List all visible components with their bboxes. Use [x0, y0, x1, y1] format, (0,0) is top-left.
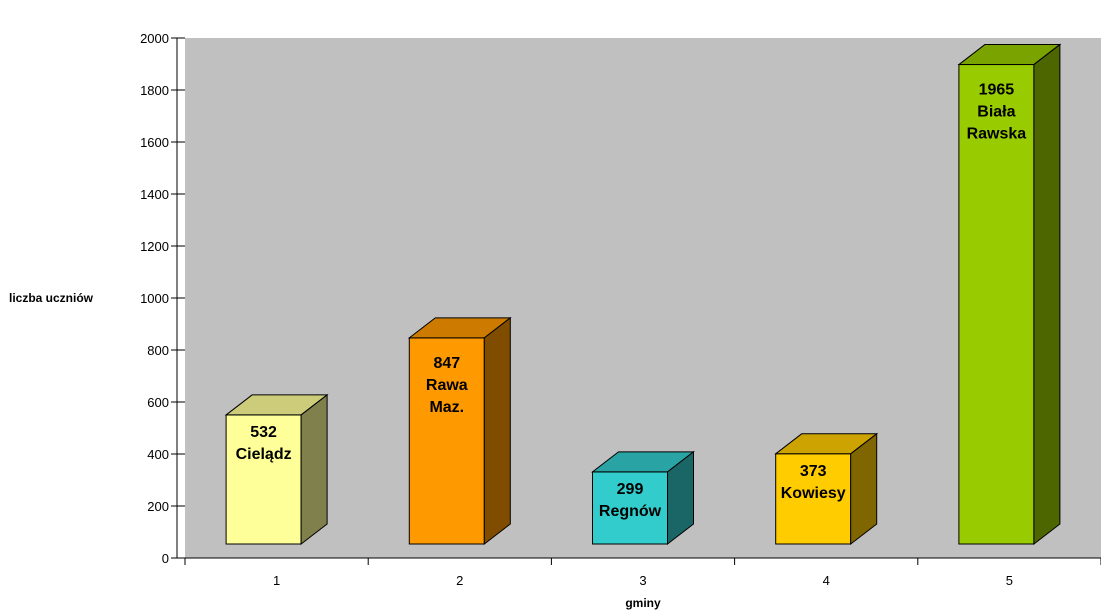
y-tick-label: 800: [147, 343, 169, 358]
y-tick-label: 1000: [140, 291, 169, 306]
bar-1: 532 Cielądz: [224, 393, 329, 546]
y-tick-label: 400: [147, 447, 169, 462]
bar-3: 299 Regnów: [591, 450, 695, 546]
bar-front: [408, 337, 485, 545]
bar-data-label: 299: [617, 481, 644, 498]
bar-2: 847 Rawa Maz.: [407, 316, 512, 546]
bar-data-label: Regnów: [599, 503, 662, 520]
bar-4: 373 Kowiesy: [774, 432, 879, 546]
y-tick-label: 600: [147, 395, 169, 410]
bar-front: [775, 453, 852, 545]
bar-side: [850, 432, 878, 546]
bar-data-label: Cielądz: [236, 446, 292, 463]
y-tick-label: 0: [162, 551, 169, 566]
bar-data-label: Rawa: [426, 377, 468, 394]
bar-side: [483, 316, 511, 546]
bar-5: 1965 Biała Rawska: [957, 43, 1062, 546]
x-axis-title: gminy: [625, 596, 661, 610]
bar-data-label: Maz.: [429, 399, 464, 416]
x-tick-label: 5: [1006, 573, 1013, 588]
y-tick-label: 2000: [140, 31, 169, 46]
x-tick-label: 1: [273, 573, 280, 588]
y-tick-label: 1600: [140, 135, 169, 150]
bar-data-label: 373: [800, 463, 827, 480]
bar-data-label: Kowiesy: [781, 485, 846, 502]
y-tick-label: 1800: [140, 83, 169, 98]
bar-front: [958, 64, 1035, 545]
y-tick-label: 1400: [140, 187, 169, 202]
y-tick-label: 200: [147, 499, 169, 514]
y-tick-label: 1200: [140, 239, 169, 254]
bar-data-label: 847: [433, 355, 460, 372]
x-tick-label: 4: [823, 573, 830, 588]
bar-data-label: 1965: [979, 82, 1015, 99]
bar-side: [1033, 43, 1061, 546]
bar-side: [300, 393, 328, 546]
bar-data-label: 532: [250, 424, 277, 441]
bar-side: [667, 450, 694, 546]
y-axis-title: liczba uczniów: [9, 291, 94, 305]
bar-data-label: Rawska: [967, 126, 1027, 143]
x-tick-label: 3: [639, 573, 646, 588]
bar-data-label: Biała: [977, 104, 1015, 121]
x-tick-label: 2: [456, 573, 463, 588]
